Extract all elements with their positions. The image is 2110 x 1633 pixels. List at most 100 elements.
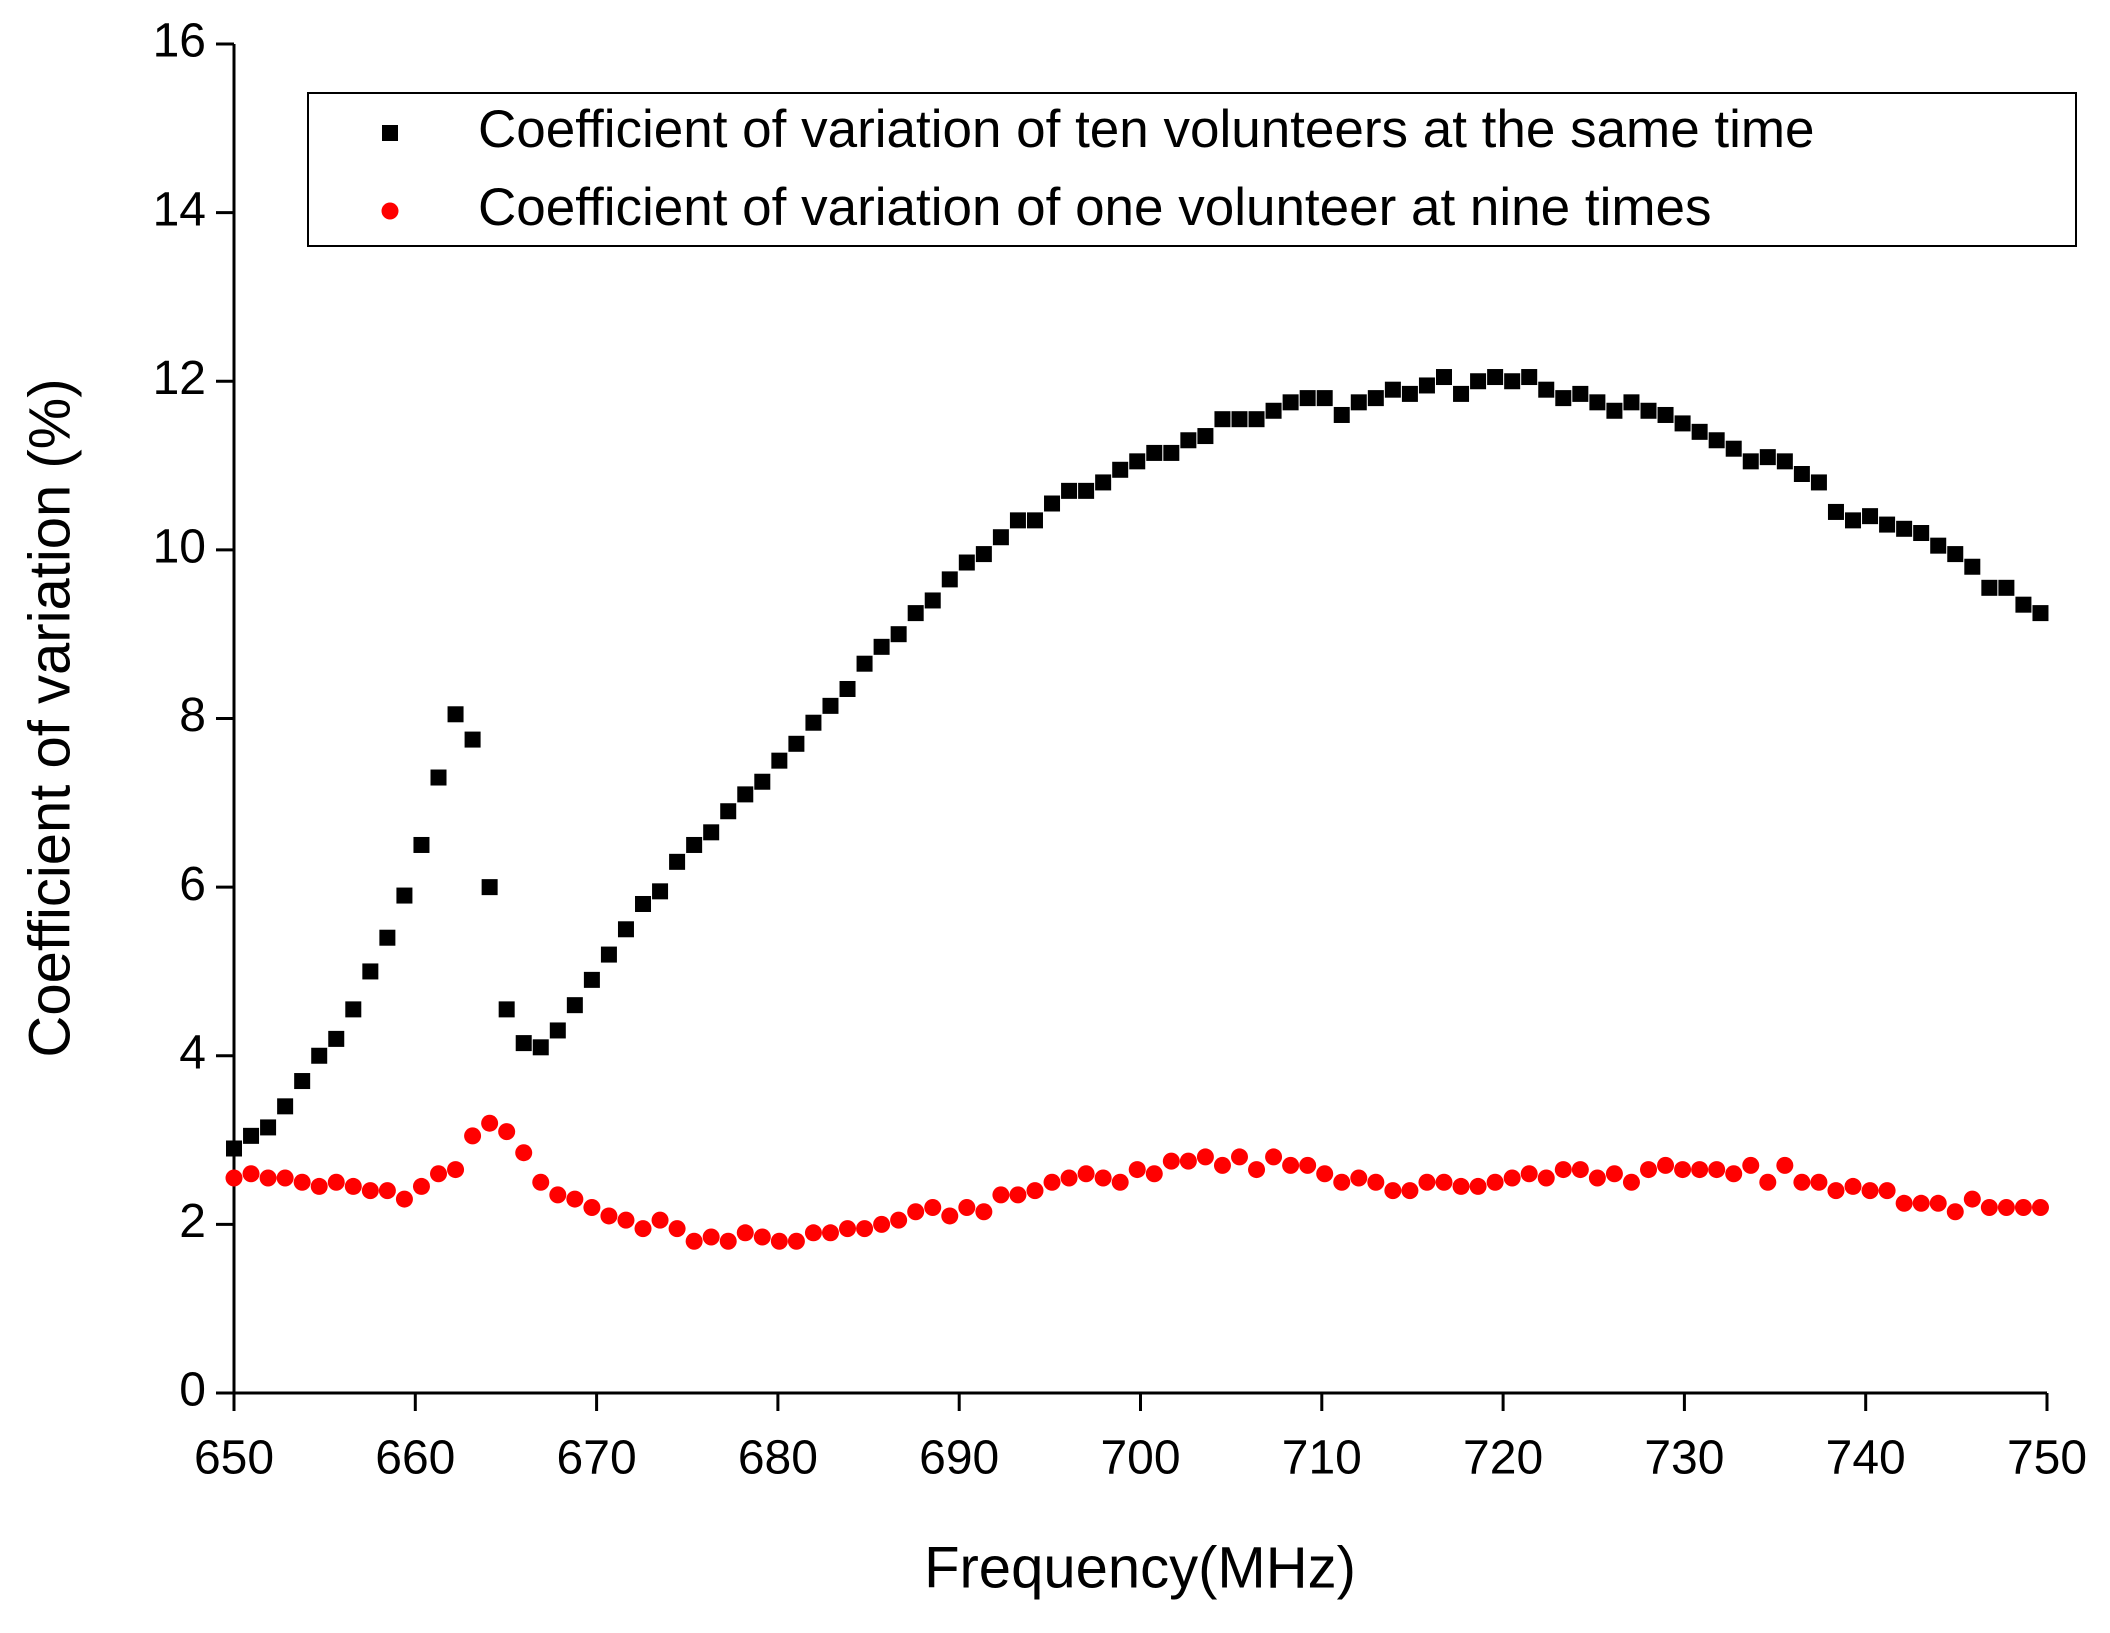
point	[1657, 1156, 1675, 1174]
point	[1810, 1173, 1828, 1191]
point	[753, 1228, 771, 1246]
point	[702, 1228, 720, 1246]
point	[1759, 1173, 1777, 1191]
y-tick-label: 6	[179, 858, 206, 911]
point	[2031, 1199, 2049, 1217]
point	[1793, 465, 1810, 482]
point	[532, 1039, 549, 1056]
point	[822, 697, 839, 714]
y-tick-label: 4	[179, 1026, 206, 1079]
x-tick-label: 650	[194, 1432, 274, 1485]
point	[1061, 482, 1078, 499]
point	[566, 1190, 584, 1208]
point	[1554, 1161, 1572, 1179]
point	[1912, 1194, 1930, 1212]
point	[1044, 495, 1061, 512]
y-tick-label: 12	[153, 352, 206, 405]
point	[260, 1119, 277, 1136]
point	[1862, 508, 1879, 525]
point	[1742, 1156, 1760, 1174]
point	[583, 971, 600, 988]
point	[1213, 1156, 1231, 1174]
point	[1333, 406, 1350, 423]
point	[1367, 390, 1384, 407]
point	[395, 1190, 413, 1208]
legend-box	[307, 92, 2077, 247]
point	[1742, 453, 1759, 470]
point	[1657, 406, 1674, 423]
x-tick-label: 660	[375, 1432, 455, 1485]
point	[703, 824, 720, 841]
point	[907, 1203, 925, 1221]
point	[378, 1182, 396, 1200]
point	[379, 929, 396, 946]
point	[754, 773, 771, 790]
x-tick-label: 700	[1100, 1432, 1180, 1485]
point	[345, 1001, 362, 1018]
point	[787, 1232, 805, 1250]
y-tick-label: 10	[153, 521, 206, 574]
point	[821, 1224, 839, 1242]
point	[1282, 394, 1299, 411]
point	[1520, 1165, 1538, 1183]
point	[310, 1177, 328, 1195]
point	[413, 836, 430, 853]
point	[1179, 1152, 1197, 1170]
point	[1946, 1203, 1964, 1221]
x-tick-label: 680	[738, 1432, 818, 1485]
legend-marker	[381, 202, 399, 220]
point	[1708, 1161, 1726, 1179]
point	[873, 1215, 891, 1233]
point	[1571, 1161, 1589, 1179]
point	[600, 1207, 618, 1225]
point	[771, 752, 788, 769]
point	[515, 1035, 532, 1052]
point	[1333, 1173, 1351, 1191]
point	[1588, 1169, 1606, 1187]
point	[430, 769, 447, 786]
point	[1299, 1156, 1317, 1174]
point	[1196, 1148, 1214, 1166]
point	[1077, 1165, 1095, 1183]
point	[1572, 385, 1589, 402]
point	[1469, 1177, 1487, 1195]
point	[1145, 1165, 1163, 1183]
point	[1640, 402, 1657, 419]
point	[737, 786, 754, 803]
point	[873, 638, 890, 655]
point	[1537, 1169, 1555, 1187]
point	[2014, 1199, 2032, 1217]
point	[328, 1030, 345, 1047]
point	[1879, 516, 1896, 533]
point	[1299, 390, 1316, 407]
point	[1725, 440, 1742, 457]
point	[481, 1114, 499, 1132]
point	[1435, 1173, 1453, 1191]
point	[1214, 411, 1231, 428]
point	[1231, 411, 1248, 428]
point	[992, 1186, 1010, 1204]
point	[1844, 1177, 1862, 1195]
point	[327, 1173, 345, 1191]
point	[720, 803, 737, 820]
point	[1384, 1182, 1402, 1200]
point	[669, 853, 686, 870]
point	[1418, 1173, 1436, 1191]
point	[617, 921, 634, 938]
point	[361, 1182, 379, 1200]
point	[1691, 1161, 1709, 1179]
point	[1486, 1173, 1504, 1191]
point	[1623, 394, 1640, 411]
point	[1470, 373, 1487, 390]
point	[481, 879, 498, 896]
point	[668, 1220, 686, 1238]
point	[992, 529, 1009, 546]
point	[1913, 525, 1930, 542]
point	[566, 997, 583, 1014]
point	[1930, 537, 1947, 554]
point	[1094, 1169, 1112, 1187]
y-axis-title: Coefficient of variation (%)	[17, 378, 82, 1057]
point	[294, 1073, 311, 1090]
x-tick-label: 740	[1826, 1432, 1906, 1485]
